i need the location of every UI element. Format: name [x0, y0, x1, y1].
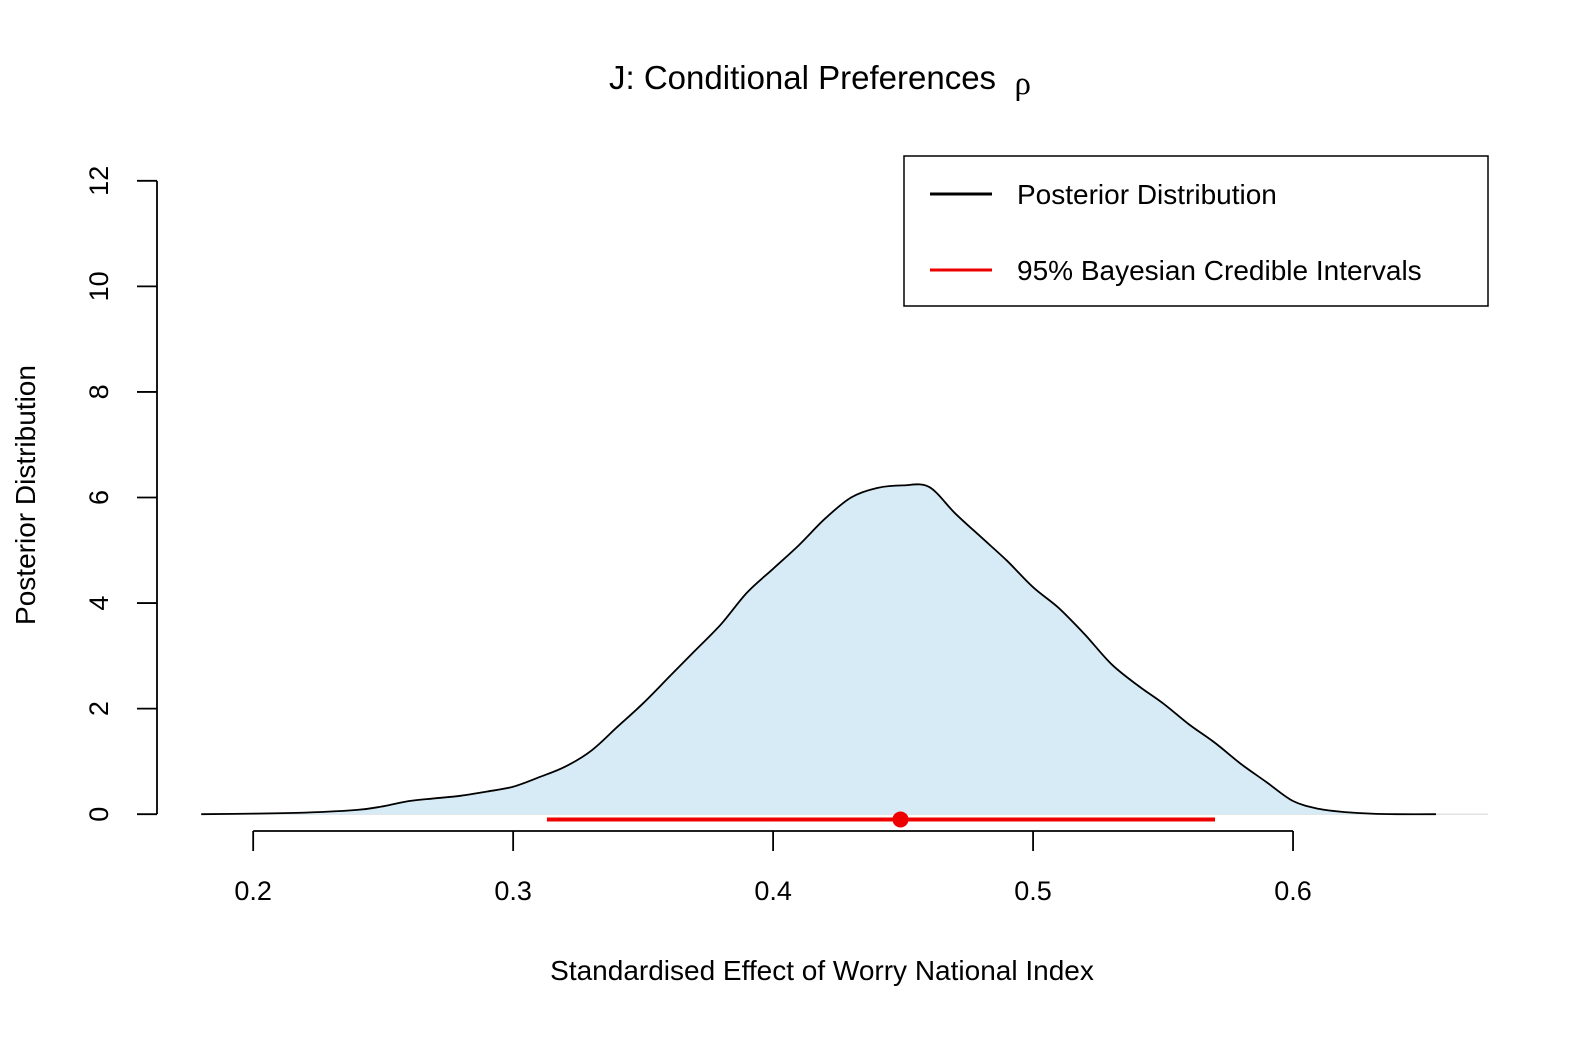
- y-tick-label-10: 10: [84, 271, 114, 301]
- x-tick-label-0.6: 0.6: [1274, 876, 1312, 906]
- y-tick-label-12: 12: [84, 166, 114, 196]
- density-line: [201, 483, 1437, 816]
- density-area: [201, 484, 1437, 815]
- x-tick-label-0.2: 0.2: [234, 876, 272, 906]
- legend-label-interval: 95% Bayesian Credible Intervals: [1017, 255, 1422, 286]
- y-axis: 0 2 4 6 8 10 12: [84, 166, 158, 822]
- y-tick-label-0: 0: [84, 807, 114, 822]
- x-axis: 0.2 0.3 0.4 0.5 0.6: [234, 830, 1312, 906]
- y-tick-label-8: 8: [84, 384, 114, 399]
- chart-title-text: J: Conditional Preferences: [609, 59, 996, 96]
- chart-title: J: Conditional Preferences ρ: [609, 59, 1031, 102]
- y-axis-label: Posterior Distribution: [10, 365, 41, 625]
- legend-box: [903, 155, 1489, 307]
- point-estimate-marker: [892, 811, 909, 828]
- chart-title-symbol: ρ: [1015, 66, 1031, 102]
- x-tick-label-0.4: 0.4: [754, 876, 792, 906]
- interval-layer: [546, 811, 1216, 828]
- y-tick-label-2: 2: [84, 701, 114, 716]
- y-tick-label-4: 4: [84, 596, 114, 611]
- y-tick-label-6: 6: [84, 490, 114, 505]
- x-axis-label: Standardised Effect of Worry National In…: [550, 955, 1094, 986]
- x-tick-label-0.5: 0.5: [1014, 876, 1052, 906]
- legend-label-posterior: Posterior Distribution: [1017, 179, 1277, 210]
- density-layer: [201, 483, 1488, 816]
- legend: Posterior Distribution 95% Bayesian Cred…: [903, 155, 1489, 307]
- x-tick-label-0.3: 0.3: [494, 876, 532, 906]
